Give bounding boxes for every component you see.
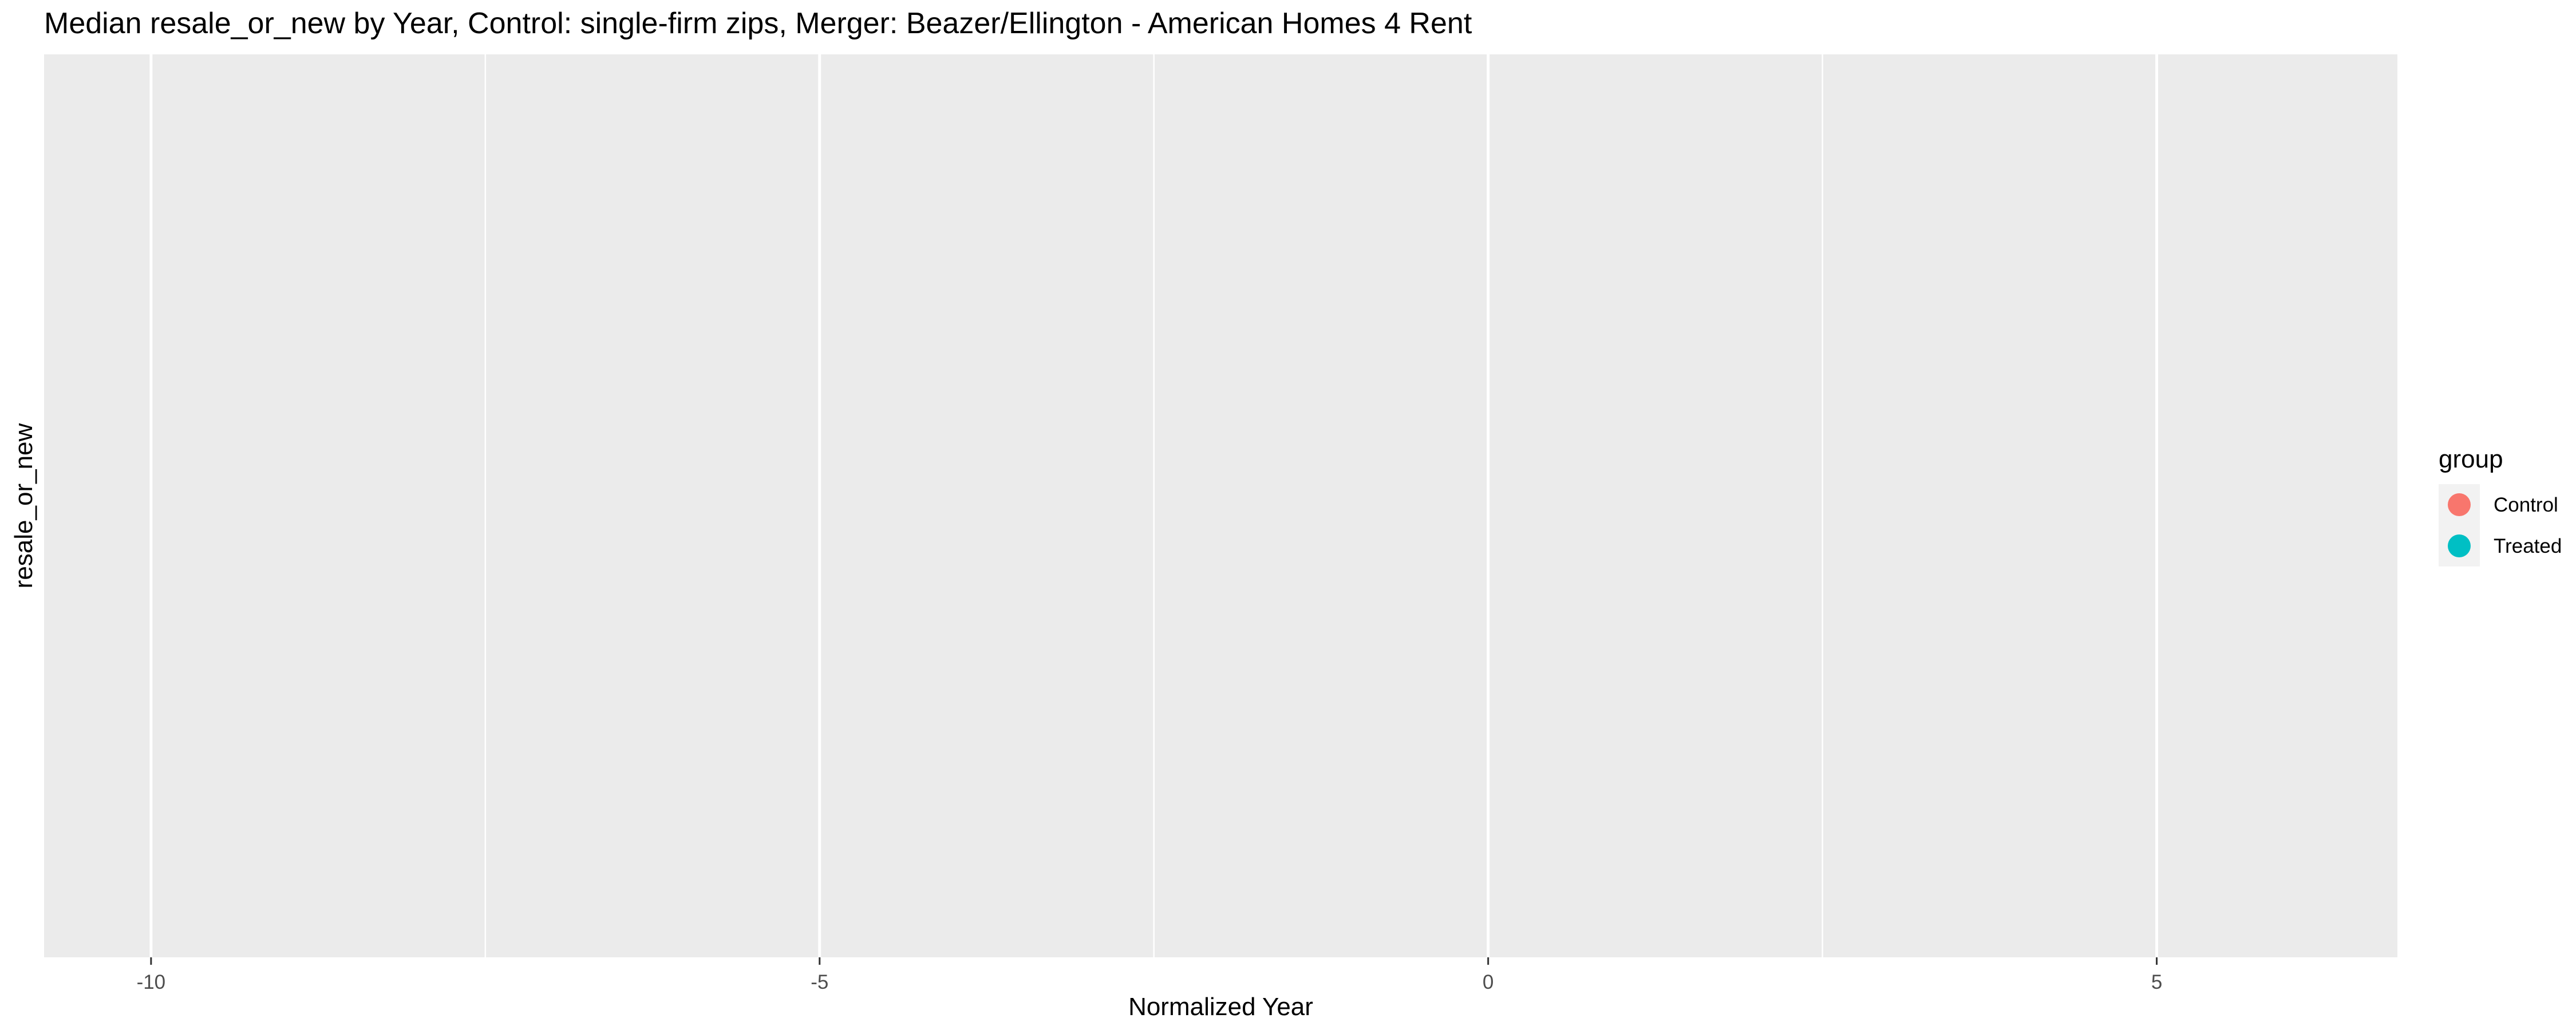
legend-key-control: [2448, 493, 2471, 516]
y-axis-title: resale_or_new: [10, 423, 38, 588]
x-axis: -10 -5 0 5: [137, 957, 2162, 993]
legend: group Control Treated: [2439, 445, 2562, 566]
x-tick-label: 5: [2151, 971, 2162, 993]
x-tick-label: 0: [1483, 971, 1494, 993]
legend-label-treated: Treated: [2494, 535, 2562, 557]
major-gridlines: [149, 54, 2159, 957]
legend-label-control: Control: [2494, 494, 2558, 516]
x-tick-label: -10: [137, 971, 166, 993]
plot-panel: [44, 54, 2397, 957]
chart-title: Median resale_or_new by Year, Control: s…: [44, 7, 1472, 40]
legend-key-treated: [2448, 534, 2471, 557]
minor-gridlines: [484, 54, 1823, 957]
x-tick-label: -5: [811, 971, 828, 993]
x-axis-title: Normalized Year: [1128, 993, 1313, 1021]
legend-title: group: [2439, 445, 2503, 473]
